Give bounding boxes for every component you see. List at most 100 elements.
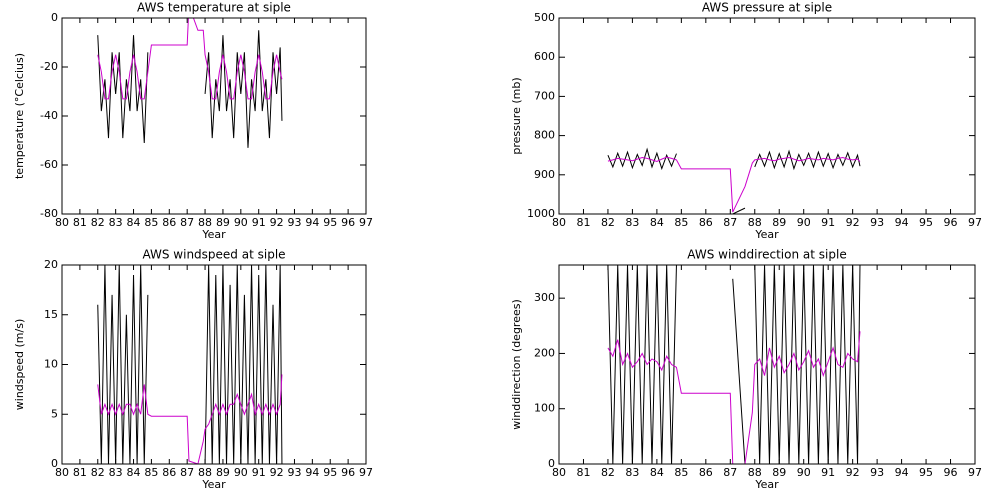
y-tick-label: 300 xyxy=(534,291,555,304)
x-tick-label: 86 xyxy=(162,216,176,229)
x-tick-label: 81 xyxy=(576,216,590,229)
x-tick-label: 93 xyxy=(287,466,301,479)
plot-area xyxy=(607,265,861,464)
x-tick-label: 92 xyxy=(846,216,860,229)
x-tick-label: 82 xyxy=(601,466,615,479)
y-tick-label: 200 xyxy=(534,346,555,359)
x-tick-label: 83 xyxy=(109,466,123,479)
x-axis-label: Year xyxy=(754,478,779,491)
x-tick-label: 80 xyxy=(55,466,69,479)
data-line xyxy=(607,265,861,464)
x-tick-label: 93 xyxy=(870,216,884,229)
x-tick-label: 87 xyxy=(180,466,194,479)
x-tick-label: 84 xyxy=(127,216,141,229)
y-tick-label: 15 xyxy=(44,308,58,321)
x-tick-label: 85 xyxy=(674,466,688,479)
x-tick-label: 90 xyxy=(234,216,248,229)
x-axis-label: Year xyxy=(201,228,226,241)
chart-title: AWS pressure at siple xyxy=(702,1,832,15)
x-tick-label: 88 xyxy=(198,466,212,479)
x-tick-label: 84 xyxy=(650,466,664,479)
x-tick-label: 89 xyxy=(772,216,786,229)
chart-title: AWS windspeed at siple xyxy=(142,248,285,262)
axis-box xyxy=(558,264,976,465)
x-tick-label: 83 xyxy=(625,216,639,229)
x-tick-label: 88 xyxy=(748,216,762,229)
x-tick-label: 91 xyxy=(821,466,835,479)
x-tick-label: 94 xyxy=(305,466,319,479)
x-tick-label: 80 xyxy=(552,216,566,229)
x-tick-label: 83 xyxy=(625,466,639,479)
x-tick-label: 84 xyxy=(650,216,664,229)
axis-box xyxy=(558,17,976,215)
x-tick-label: 95 xyxy=(919,216,933,229)
x-tick-label: 82 xyxy=(91,466,105,479)
x-tick-label: 81 xyxy=(576,466,590,479)
x-tick-label: 85 xyxy=(674,216,688,229)
x-tick-label: 92 xyxy=(270,216,284,229)
x-tick-label: 87 xyxy=(723,466,737,479)
x-tick-label: 91 xyxy=(252,466,266,479)
x-tick-label: 94 xyxy=(895,466,909,479)
y-tick-label: 900 xyxy=(534,168,555,181)
x-tick-label: 95 xyxy=(323,466,337,479)
data-line xyxy=(607,331,861,464)
data-line xyxy=(607,156,861,213)
x-tick-label: 89 xyxy=(216,216,230,229)
plot-area xyxy=(97,265,283,464)
data-line xyxy=(97,374,283,464)
y-tick-label: -60 xyxy=(40,158,58,171)
x-tick-label: 85 xyxy=(144,216,158,229)
y-tick-label: 500 xyxy=(534,11,555,24)
x-tick-label: 88 xyxy=(748,466,762,479)
y-axis-label: windspeed (m/s) xyxy=(13,319,26,410)
y-tick-label: 0 xyxy=(51,457,58,470)
y-tick-label: 700 xyxy=(534,89,555,102)
data-line xyxy=(97,18,283,100)
x-tick-label: 87 xyxy=(723,216,737,229)
x-tick-label: 86 xyxy=(162,466,176,479)
y-tick-label: -20 xyxy=(40,60,58,73)
x-tick-label: 96 xyxy=(341,466,355,479)
x-tick-label: 96 xyxy=(944,466,958,479)
x-tick-label: 80 xyxy=(55,216,69,229)
x-tick-label: 95 xyxy=(919,466,933,479)
x-tick-label: 89 xyxy=(772,466,786,479)
y-axis-label: winddirection (degrees) xyxy=(510,299,523,430)
y-tick-label: 0 xyxy=(51,11,58,24)
y-tick-label: 10 xyxy=(44,358,58,371)
x-tick-label: 92 xyxy=(846,466,860,479)
y-tick-label: -80 xyxy=(40,207,58,220)
x-tick-label: 82 xyxy=(601,216,615,229)
x-tick-label: 92 xyxy=(270,466,284,479)
x-tick-label: 97 xyxy=(359,216,373,229)
x-tick-label: 97 xyxy=(968,216,982,229)
x-tick-label: 90 xyxy=(234,466,248,479)
y-axis-label: pressure (mb) xyxy=(510,77,523,154)
x-tick-label: 91 xyxy=(821,216,835,229)
y-tick-label: 0 xyxy=(548,457,555,470)
x-axis-label: Year xyxy=(754,228,779,241)
x-tick-label: 81 xyxy=(73,466,87,479)
x-tick-label: 91 xyxy=(252,216,266,229)
plot-area xyxy=(607,147,861,214)
y-tick-label: 600 xyxy=(534,50,555,63)
y-tick-label: 20 xyxy=(44,258,58,271)
y-tick-label: 800 xyxy=(534,129,555,142)
y-tick-label: 100 xyxy=(534,402,555,415)
x-tick-label: 90 xyxy=(797,216,811,229)
plot-area xyxy=(97,18,283,148)
x-tick-label: 97 xyxy=(968,466,982,479)
x-tick-label: 88 xyxy=(198,216,212,229)
x-tick-label: 93 xyxy=(870,466,884,479)
chart-title: AWS winddirection at siple xyxy=(687,248,846,262)
x-tick-label: 84 xyxy=(127,466,141,479)
x-tick-label: 94 xyxy=(895,216,909,229)
x-tick-label: 94 xyxy=(305,216,319,229)
x-tick-label: 81 xyxy=(73,216,87,229)
x-tick-label: 85 xyxy=(144,466,158,479)
x-tick-label: 86 xyxy=(699,466,713,479)
x-tick-label: 96 xyxy=(944,216,958,229)
